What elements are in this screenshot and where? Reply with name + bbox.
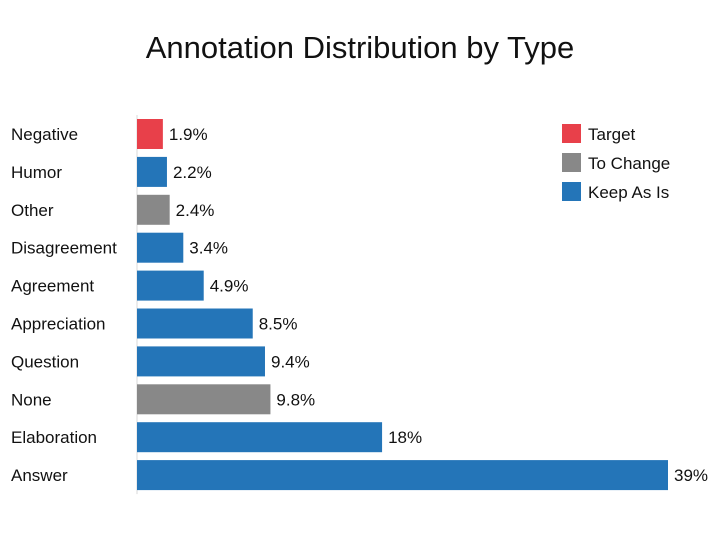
value-label-answer: 39%: [674, 466, 708, 485]
bar-negative: [137, 119, 163, 149]
value-label-elaboration: 18%: [388, 428, 422, 447]
category-label-disagreement: Disagreement: [11, 239, 117, 258]
category-label-answer: Answer: [11, 466, 68, 485]
bar-other: [137, 194, 170, 225]
category-label-question: Question: [11, 352, 79, 371]
bar-answer: [137, 460, 668, 491]
value-label-negative: 1.9%: [169, 125, 208, 144]
category-label-humor: Humor: [11, 163, 62, 182]
value-label-other: 2.4%: [176, 201, 215, 220]
legend-swatch-target: [562, 124, 581, 143]
legend-label-target: Target: [588, 125, 636, 144]
chart-title: Annotation Distribution by Type: [145, 30, 575, 65]
legend-swatch-to-change: [562, 153, 581, 172]
value-label-none: 9.8%: [276, 390, 315, 409]
value-label-appreciation: 8.5%: [259, 315, 298, 334]
category-label-agreement: Agreement: [11, 277, 94, 296]
value-label-question: 9.4%: [271, 352, 310, 371]
bar-elaboration: [137, 422, 383, 453]
bar-agreement: [137, 270, 204, 301]
value-label-disagreement: 3.4%: [189, 239, 228, 258]
value-label-agreement: 4.9%: [210, 277, 249, 296]
legend-swatch-keep-as-is: [562, 182, 581, 201]
bar-disagreement: [137, 232, 184, 263]
bar-question: [137, 346, 265, 377]
bar-none: [137, 384, 271, 415]
value-label-humor: 2.2%: [173, 163, 212, 182]
category-label-appreciation: Appreciation: [11, 315, 106, 334]
category-label-negative: Negative: [11, 125, 78, 144]
bar-humor: [137, 156, 167, 187]
category-label-none: None: [11, 390, 52, 409]
bar-appreciation: [137, 308, 253, 339]
legend-label-to-change: To Change: [588, 154, 670, 173]
legend-label-keep-as-is: Keep As Is: [588, 183, 669, 202]
category-label-elaboration: Elaboration: [11, 428, 97, 447]
category-label-other: Other: [11, 201, 54, 220]
